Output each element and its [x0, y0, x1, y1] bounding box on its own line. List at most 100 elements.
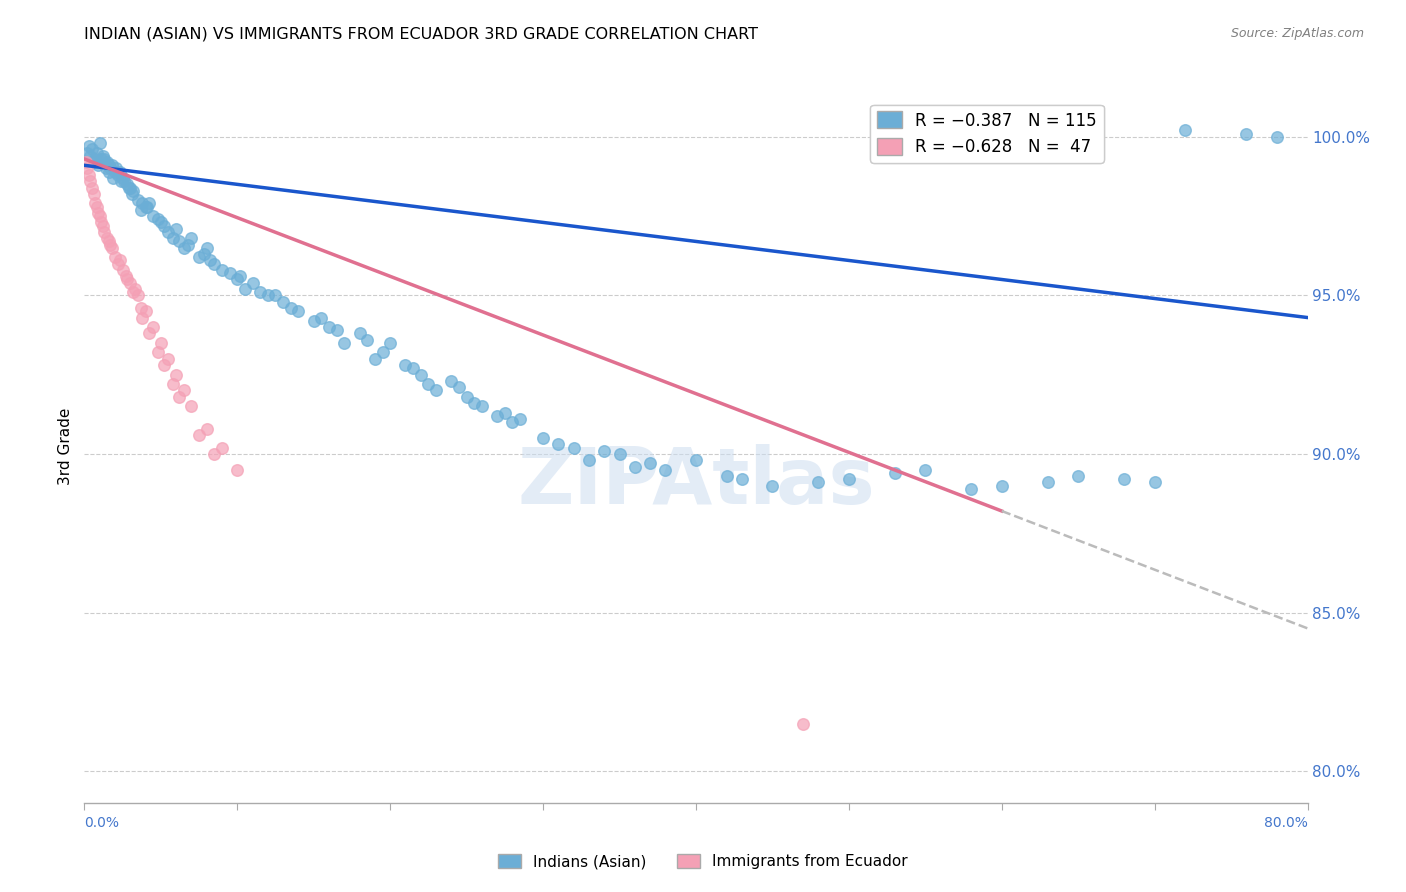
Point	[142, 320, 165, 334]
Point	[1265, 129, 1288, 144]
Point	[135, 200, 157, 214]
Point	[226, 272, 249, 286]
Point	[193, 247, 215, 261]
Point	[425, 384, 447, 398]
Point	[131, 310, 153, 325]
Point	[93, 225, 115, 239]
Point	[233, 282, 256, 296]
Point	[1143, 475, 1166, 490]
Point	[173, 241, 195, 255]
Point	[104, 250, 127, 264]
Point	[165, 221, 187, 235]
Point	[114, 269, 136, 284]
Point	[356, 333, 378, 347]
Text: INDIAN (ASIAN) VS IMMIGRANTS FROM ECUADOR 3RD GRADE CORRELATION CHART: INDIAN (ASIAN) VS IMMIGRANTS FROM ECUADO…	[84, 27, 758, 42]
Point	[960, 482, 983, 496]
Point	[202, 257, 225, 271]
Point	[79, 149, 101, 163]
Point	[167, 235, 190, 249]
Point	[792, 716, 814, 731]
Point	[80, 143, 103, 157]
Point	[609, 447, 631, 461]
Point	[115, 178, 138, 192]
Point	[494, 406, 516, 420]
Text: 0.0%: 0.0%	[84, 816, 120, 830]
Point	[624, 459, 647, 474]
Point	[440, 374, 463, 388]
Point	[280, 301, 302, 315]
Point	[716, 469, 738, 483]
Point	[1174, 123, 1197, 137]
Point	[121, 186, 143, 201]
Point	[94, 161, 117, 176]
Legend: R = −0.387   N = 115, R = −0.628   N =  47: R = −0.387 N = 115, R = −0.628 N = 47	[870, 104, 1104, 162]
Point	[456, 390, 478, 404]
Point	[91, 149, 114, 163]
Point	[138, 196, 160, 211]
Point	[112, 174, 135, 188]
Point	[883, 466, 905, 480]
Point	[127, 193, 149, 207]
Point	[211, 263, 233, 277]
Point	[77, 139, 100, 153]
Point	[364, 351, 387, 366]
Point	[1234, 127, 1257, 141]
Point	[409, 368, 432, 382]
Point	[153, 358, 176, 372]
Point	[349, 326, 371, 341]
Point	[93, 152, 115, 166]
Point	[98, 237, 121, 252]
Point	[153, 219, 176, 233]
Point	[447, 380, 470, 394]
Point	[84, 196, 107, 211]
Point	[120, 276, 142, 290]
Point	[79, 174, 101, 188]
Point	[218, 266, 240, 280]
Point	[107, 257, 129, 271]
Legend: Indians (Asian), Immigrants from Ecuador: Indians (Asian), Immigrants from Ecuador	[492, 848, 914, 875]
Point	[111, 171, 134, 186]
Point	[97, 235, 120, 249]
Point	[127, 288, 149, 302]
Point	[110, 174, 132, 188]
Point	[731, 472, 754, 486]
Point	[91, 219, 114, 233]
Point	[165, 368, 187, 382]
Point	[402, 361, 425, 376]
Point	[97, 164, 120, 178]
Point	[107, 168, 129, 182]
Point	[180, 400, 202, 414]
Point	[195, 421, 218, 435]
Point	[96, 231, 118, 245]
Point	[84, 152, 107, 166]
Point	[638, 457, 661, 471]
Point	[1036, 475, 1059, 490]
Point	[914, 463, 936, 477]
Point	[86, 145, 108, 160]
Text: ZIPAtlas: ZIPAtlas	[517, 443, 875, 520]
Point	[807, 475, 830, 490]
Point	[146, 212, 169, 227]
Point	[302, 314, 325, 328]
Point	[146, 345, 169, 359]
Point	[118, 180, 141, 194]
Point	[264, 288, 287, 302]
Point	[578, 453, 600, 467]
Point	[131, 196, 153, 211]
Point	[87, 158, 110, 172]
Point	[86, 200, 108, 214]
Point	[198, 253, 221, 268]
Point	[325, 323, 347, 337]
Point	[593, 443, 616, 458]
Point	[162, 231, 184, 245]
Point	[333, 335, 356, 350]
Point	[142, 209, 165, 223]
Point	[287, 304, 309, 318]
Text: 80.0%: 80.0%	[1264, 816, 1308, 830]
Point	[96, 155, 118, 169]
Point	[138, 326, 160, 341]
Point	[188, 428, 211, 442]
Point	[501, 415, 523, 429]
Point	[149, 215, 172, 229]
Point	[136, 200, 159, 214]
